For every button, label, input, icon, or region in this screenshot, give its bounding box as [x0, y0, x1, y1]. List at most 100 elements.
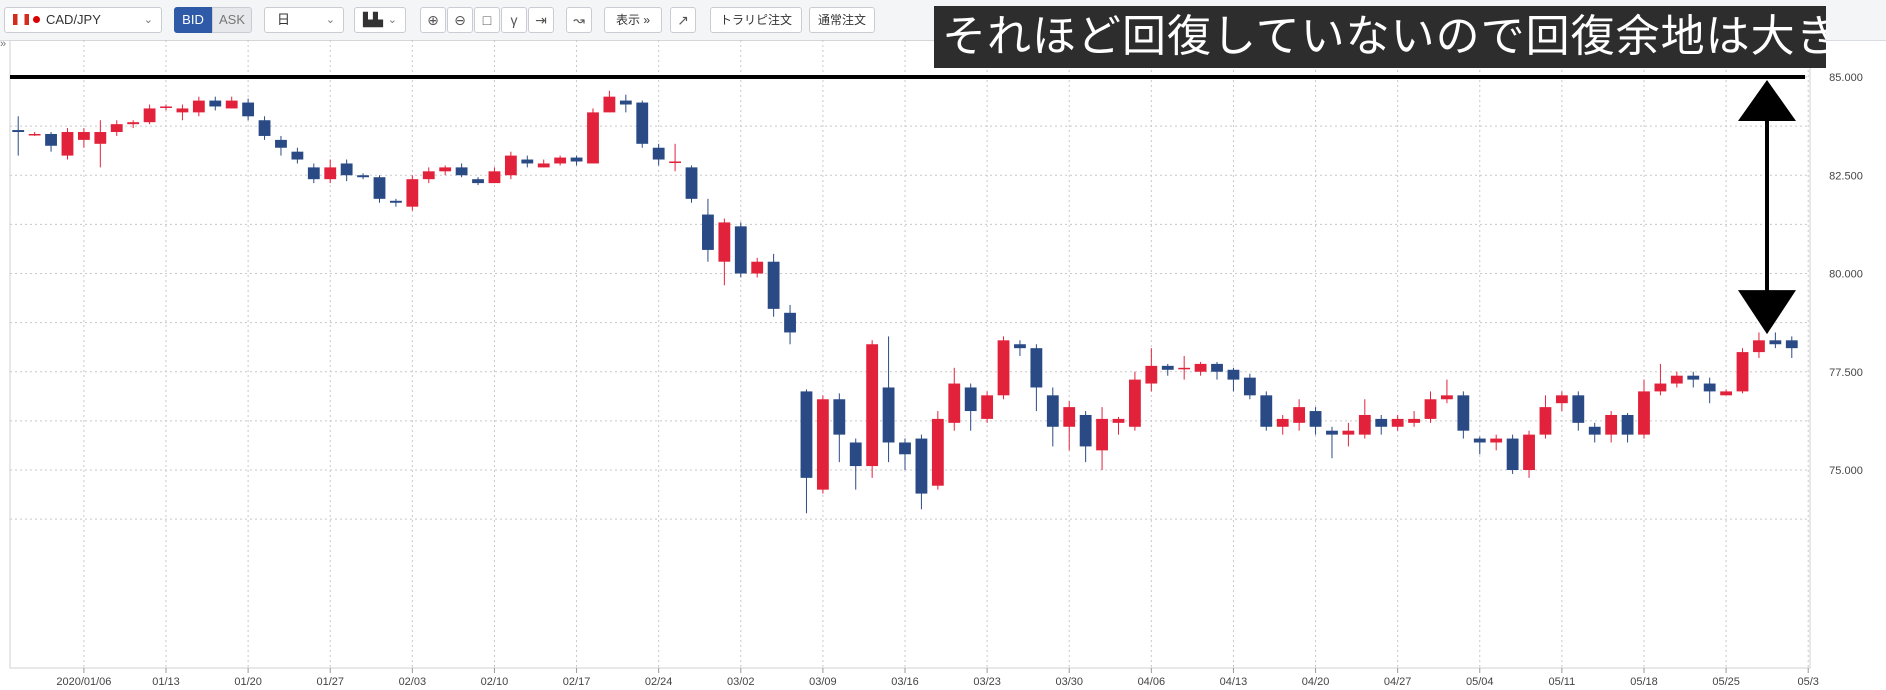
candle-body	[275, 139, 287, 148]
draw-tool-icon[interactable]: γ	[501, 7, 527, 33]
candle-body	[652, 147, 665, 160]
x-tick-label: 01/20	[234, 676, 262, 688]
candle-body	[1441, 395, 1453, 400]
candle-body	[209, 100, 222, 107]
candle-body	[340, 163, 353, 176]
x-tick-label: 03/02	[727, 676, 755, 688]
x-tick-label: 04/20	[1302, 676, 1330, 688]
expand-icon[interactable]: ↗	[670, 7, 696, 33]
x-tick-label: 03/09	[809, 676, 837, 688]
candle-body	[931, 418, 944, 486]
status-dot-icon	[33, 16, 40, 23]
candle-body	[1030, 348, 1043, 388]
candle-body	[1654, 383, 1667, 392]
candle-body	[1276, 418, 1289, 427]
x-tick-label: 05/3	[1798, 676, 1819, 688]
candle-body	[1687, 375, 1700, 380]
candlestick-icon: ▙▙	[363, 12, 383, 27]
display-menu[interactable]: 表示 »	[604, 7, 662, 33]
normal-order-button[interactable]: 通常注文	[809, 7, 875, 33]
candle-body	[406, 179, 419, 207]
candle-body	[866, 344, 879, 467]
candle-body	[1506, 438, 1519, 470]
x-tick-label: 04/13	[1220, 676, 1248, 688]
bid-button[interactable]: BID	[174, 7, 212, 33]
indicator-icon[interactable]: ↝	[566, 7, 592, 33]
zoom-in-icon[interactable]: ⊕	[420, 7, 446, 33]
candle-body	[521, 159, 534, 164]
currency-pair-label: CAD/JPY	[46, 12, 101, 27]
candle-body	[997, 340, 1010, 396]
candle-body	[225, 100, 238, 109]
candle-body	[1326, 430, 1338, 435]
chevron-down-icon: ⌄	[387, 14, 397, 26]
candle-body	[258, 120, 271, 136]
annotation-arrow-head-up	[1738, 80, 1796, 121]
candlestick-chart[interactable]: 85.000 82.500 80.000 77.500 75.000 2020/01/06…	[0, 40, 1886, 690]
candle-body	[1096, 418, 1108, 451]
candle-body	[1408, 418, 1420, 423]
x-tick-label: 01/27	[316, 676, 344, 688]
candle-body	[1128, 379, 1141, 427]
candle-body	[1260, 395, 1273, 427]
chart-type-select[interactable]: ▙▙ ⌄	[354, 7, 406, 33]
candle-body	[94, 132, 107, 144]
candle-body	[1670, 375, 1683, 384]
plot-frame	[9, 40, 1811, 669]
candle-body	[1736, 352, 1749, 392]
candle-body	[61, 132, 74, 156]
candle-body	[734, 226, 747, 274]
candle-body	[1703, 383, 1716, 392]
candle-body	[1243, 377, 1256, 396]
trailing-order-button[interactable]: トラリピ注文	[710, 7, 802, 33]
candle-body	[472, 179, 484, 184]
candle-body	[915, 438, 928, 494]
x-tick-label: 04/06	[1138, 676, 1166, 688]
candle-body	[849, 442, 862, 467]
candle-body	[767, 261, 780, 309]
x-tick-label: 02/10	[481, 676, 509, 688]
candle-body	[1046, 395, 1059, 427]
candle-body	[1145, 365, 1158, 384]
x-tick-label: 05/18	[1630, 676, 1658, 688]
x-tick-label: 03/30	[1055, 676, 1083, 688]
ask-button[interactable]: ASK	[212, 7, 252, 33]
y-tick-label: 85.000	[1829, 72, 1863, 84]
candle-body	[685, 167, 698, 199]
x-tick-label: 05/25	[1712, 676, 1740, 688]
candle-body	[373, 177, 386, 199]
x-tick-label: 02/24	[645, 676, 673, 688]
x-tick-label: 02/03	[399, 676, 427, 688]
candle-body	[1523, 434, 1535, 470]
candle-body	[1539, 407, 1552, 435]
zoom-out-icon[interactable]: ⊖	[447, 7, 473, 33]
annotation-arrow-head-down	[1738, 290, 1796, 335]
candle-body	[1293, 407, 1306, 423]
candle-body	[1490, 438, 1503, 443]
candle-body	[800, 391, 813, 478]
candle-body	[702, 214, 714, 250]
x-tick-label: 02/17	[563, 676, 591, 688]
candle-body	[899, 442, 911, 455]
y-tick-label: 80.000	[1829, 269, 1863, 281]
candle-body	[1079, 414, 1092, 447]
candle-body	[537, 163, 550, 168]
x-tick-label: 01/13	[152, 676, 180, 688]
candle-body	[1457, 395, 1470, 431]
scroll-end-icon[interactable]: ⇥	[528, 7, 554, 33]
candle-body	[1112, 418, 1125, 423]
fit-icon[interactable]: □	[474, 7, 500, 33]
y-tick-label: 77.500	[1829, 367, 1863, 379]
candle-body	[28, 133, 41, 136]
y-tick-label: 75.000	[1829, 465, 1863, 477]
candle-body	[554, 157, 567, 164]
candle-body	[110, 124, 123, 133]
currency-pair-select[interactable]: CAD/JPY ⌄	[4, 7, 162, 33]
candle-body	[587, 112, 599, 164]
collapse-icon[interactable]: »	[0, 38, 7, 50]
candle-body	[1178, 367, 1191, 370]
candle-body	[77, 132, 90, 140]
period-select[interactable]: 日 ⌄	[264, 7, 344, 33]
period-label: 日	[277, 12, 291, 27]
candle-body	[422, 171, 435, 180]
